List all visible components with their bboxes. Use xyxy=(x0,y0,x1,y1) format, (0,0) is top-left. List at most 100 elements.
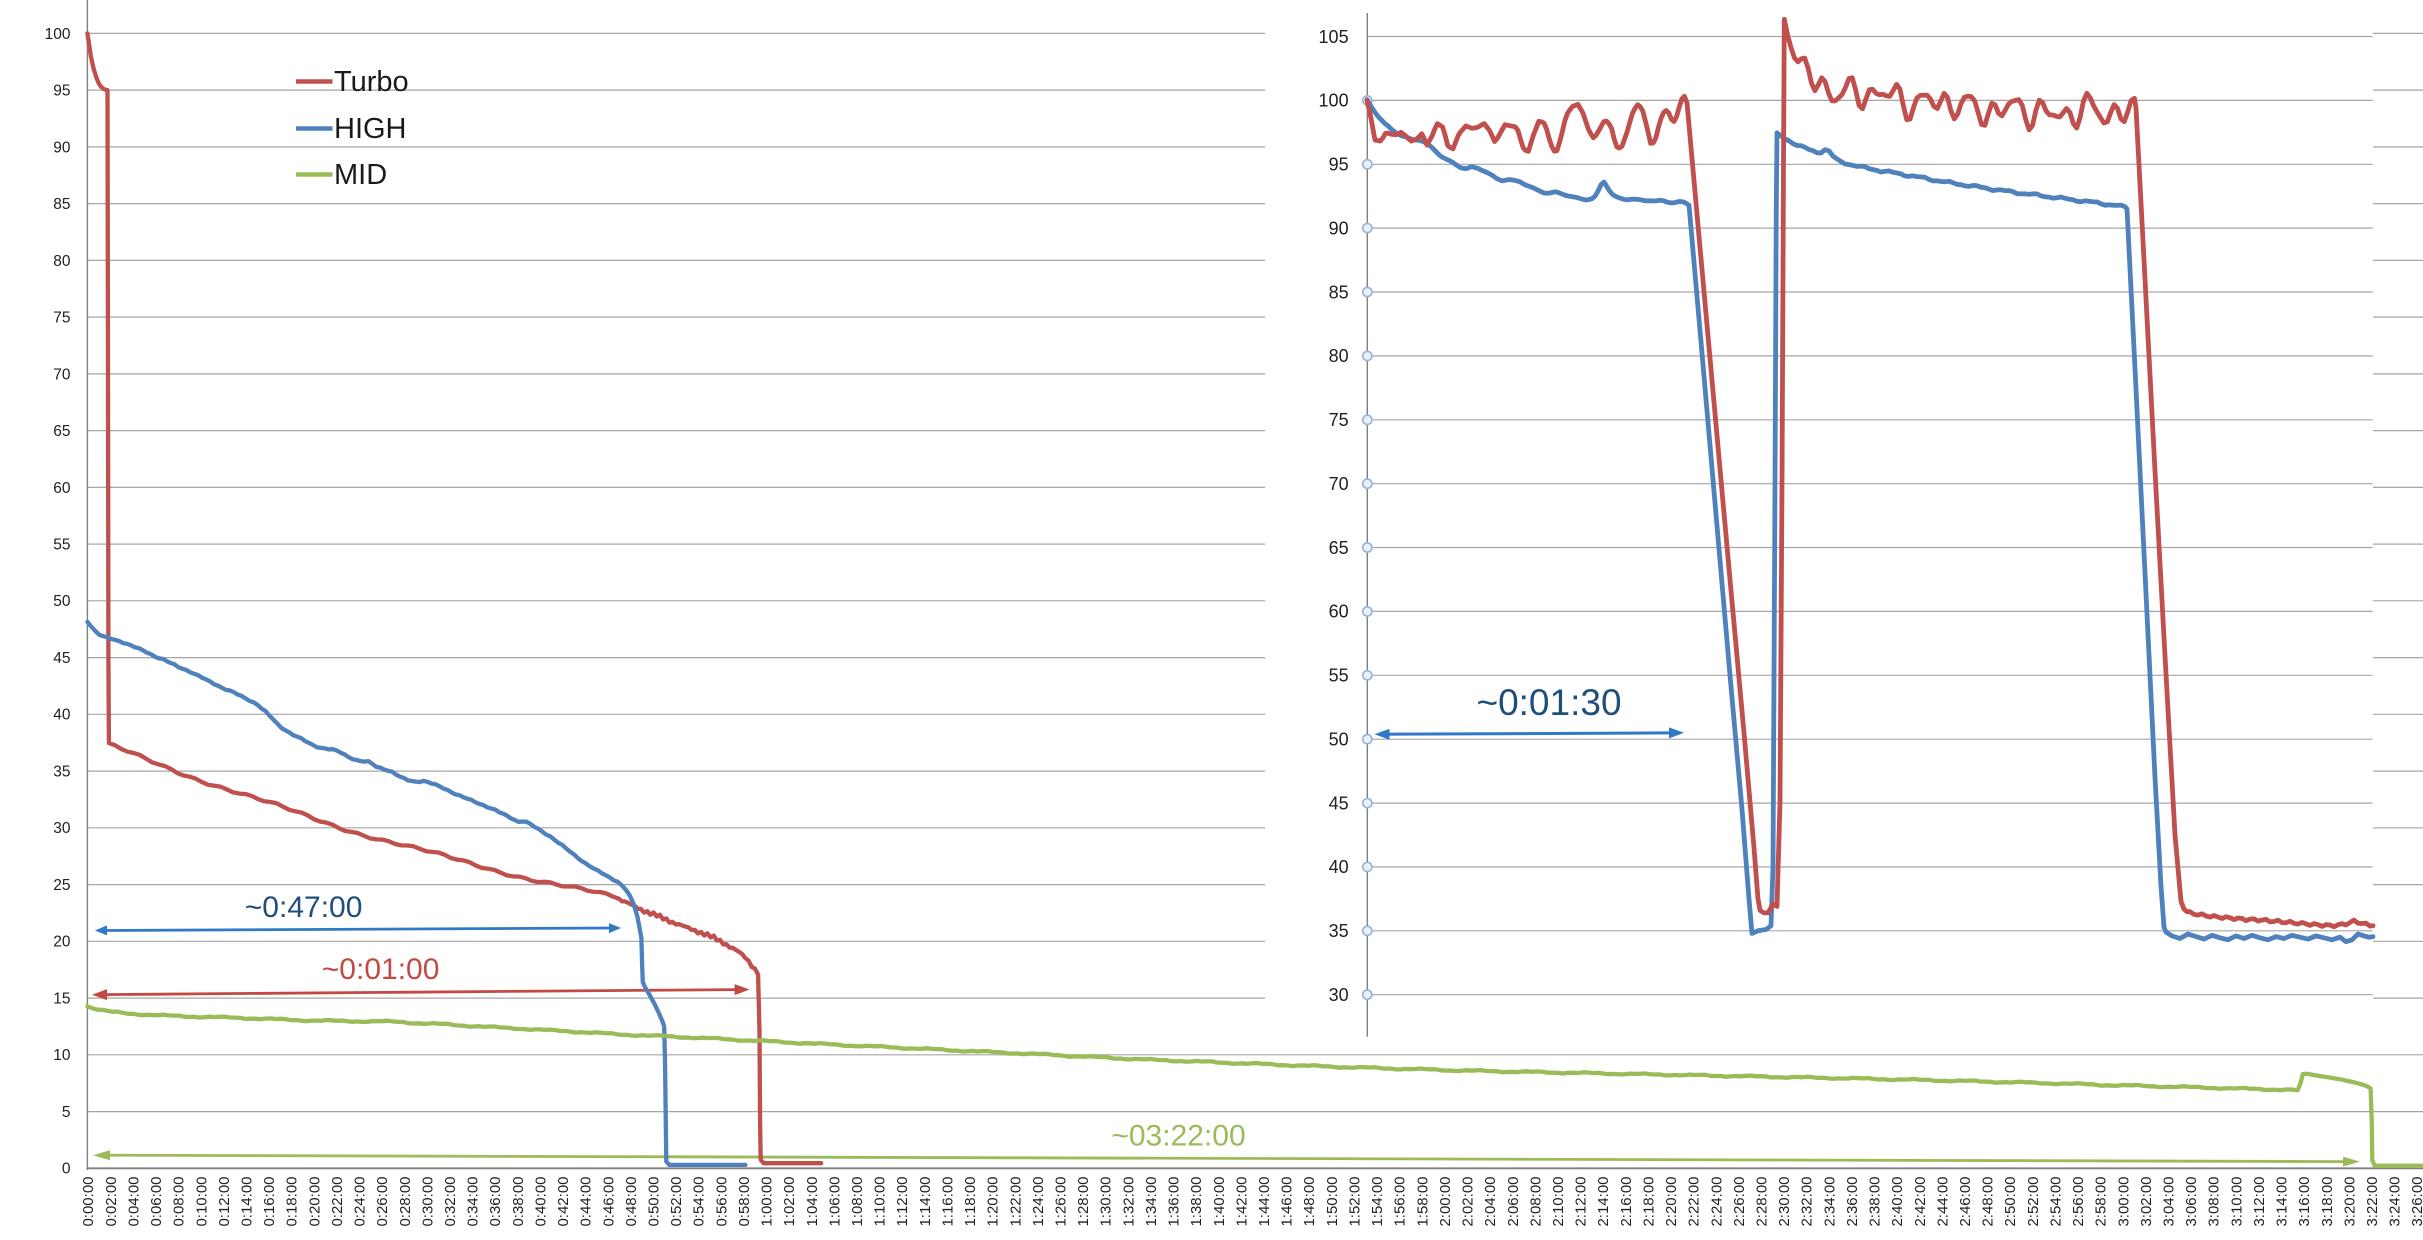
svg-text:0:26:00: 0:26:00 xyxy=(374,1177,391,1227)
svg-text:95: 95 xyxy=(53,83,70,100)
svg-text:3:00:00: 3:00:00 xyxy=(2115,1177,2132,1227)
svg-text:1:34:00: 1:34:00 xyxy=(1143,1177,1160,1227)
svg-text:85: 85 xyxy=(53,196,70,213)
svg-text:2:18:00: 2:18:00 xyxy=(1640,1177,1657,1227)
svg-text:30: 30 xyxy=(53,820,71,837)
svg-text:1:22:00: 1:22:00 xyxy=(1007,1177,1024,1227)
svg-text:2:08:00: 2:08:00 xyxy=(1527,1177,1544,1227)
svg-text:65: 65 xyxy=(1329,538,1349,558)
svg-text:45: 45 xyxy=(53,650,70,667)
svg-text:70: 70 xyxy=(53,366,71,383)
svg-text:2:42:00: 2:42:00 xyxy=(1912,1177,1929,1227)
svg-text:1:18:00: 1:18:00 xyxy=(962,1177,979,1227)
svg-text:0:12:00: 0:12:00 xyxy=(216,1177,233,1227)
svg-text:25: 25 xyxy=(53,877,70,894)
svg-text:~0:01:30: ~0:01:30 xyxy=(1476,682,1621,723)
svg-text:60: 60 xyxy=(1329,602,1349,622)
svg-text:0:56:00: 0:56:00 xyxy=(713,1177,730,1227)
svg-text:1:28:00: 1:28:00 xyxy=(1075,1177,1092,1227)
svg-text:1:10:00: 1:10:00 xyxy=(872,1177,889,1227)
svg-text:100: 100 xyxy=(45,26,71,43)
svg-text:MID: MID xyxy=(334,159,387,191)
svg-text:3:08:00: 3:08:00 xyxy=(2206,1177,2223,1227)
svg-text:80: 80 xyxy=(1329,346,1349,366)
svg-text:3:18:00: 3:18:00 xyxy=(2319,1177,2336,1227)
svg-text:0:06:00: 0:06:00 xyxy=(148,1177,165,1227)
svg-text:55: 55 xyxy=(53,537,70,554)
svg-text:0:38:00: 0:38:00 xyxy=(510,1177,527,1227)
svg-text:75: 75 xyxy=(1329,410,1349,430)
svg-text:3:06:00: 3:06:00 xyxy=(2183,1177,2200,1227)
svg-text:90: 90 xyxy=(53,139,71,156)
svg-text:3:26:00: 3:26:00 xyxy=(2409,1177,2423,1227)
svg-text:2:02:00: 2:02:00 xyxy=(1460,1177,1477,1227)
svg-text:1:16:00: 1:16:00 xyxy=(940,1177,957,1227)
svg-text:0: 0 xyxy=(62,1161,71,1178)
svg-text:90: 90 xyxy=(1329,218,1349,238)
svg-text:2:54:00: 2:54:00 xyxy=(2047,1177,2064,1227)
svg-text:HIGH: HIGH xyxy=(334,113,407,145)
svg-text:50: 50 xyxy=(1329,730,1349,750)
svg-text:0:22:00: 0:22:00 xyxy=(329,1177,346,1227)
svg-text:50: 50 xyxy=(53,593,71,610)
svg-text:~03:22:00: ~03:22:00 xyxy=(1111,1120,1245,1153)
svg-text:0:54:00: 0:54:00 xyxy=(691,1177,708,1227)
svg-text:1:04:00: 1:04:00 xyxy=(804,1177,821,1227)
svg-text:100: 100 xyxy=(1319,91,1349,111)
svg-text:0:58:00: 0:58:00 xyxy=(736,1177,753,1227)
svg-text:~0:47:00: ~0:47:00 xyxy=(245,891,363,924)
svg-text:5: 5 xyxy=(62,1104,71,1121)
svg-text:0:24:00: 0:24:00 xyxy=(352,1177,369,1227)
svg-text:0:36:00: 0:36:00 xyxy=(487,1177,504,1227)
svg-text:2:36:00: 2:36:00 xyxy=(1844,1177,1861,1227)
svg-text:0:46:00: 0:46:00 xyxy=(600,1177,617,1227)
svg-text:2:20:00: 2:20:00 xyxy=(1663,1177,1680,1227)
svg-text:2:26:00: 2:26:00 xyxy=(1731,1177,1748,1227)
svg-text:40: 40 xyxy=(1329,857,1349,877)
svg-text:0:16:00: 0:16:00 xyxy=(261,1177,278,1227)
svg-text:2:50:00: 2:50:00 xyxy=(2002,1177,2019,1227)
svg-text:1:36:00: 1:36:00 xyxy=(1166,1177,1183,1227)
svg-text:20: 20 xyxy=(53,934,71,951)
svg-text:1:00:00: 1:00:00 xyxy=(759,1177,776,1227)
svg-text:2:34:00: 2:34:00 xyxy=(1821,1177,1838,1227)
svg-text:0:20:00: 0:20:00 xyxy=(306,1177,323,1227)
svg-text:65: 65 xyxy=(53,423,70,440)
svg-text:2:46:00: 2:46:00 xyxy=(1957,1177,1974,1227)
svg-text:1:12:00: 1:12:00 xyxy=(894,1177,911,1227)
svg-text:15: 15 xyxy=(53,991,70,1008)
svg-text:75: 75 xyxy=(53,310,70,327)
svg-text:0:34:00: 0:34:00 xyxy=(465,1177,482,1227)
svg-text:55: 55 xyxy=(1329,666,1349,686)
svg-text:1:42:00: 1:42:00 xyxy=(1233,1177,1250,1227)
svg-text:2:22:00: 2:22:00 xyxy=(1686,1177,1703,1227)
svg-text:0:42:00: 0:42:00 xyxy=(555,1177,572,1227)
svg-text:2:56:00: 2:56:00 xyxy=(2070,1177,2087,1227)
svg-text:2:44:00: 2:44:00 xyxy=(1934,1177,1951,1227)
svg-text:0:52:00: 0:52:00 xyxy=(668,1177,685,1227)
svg-text:2:00:00: 2:00:00 xyxy=(1437,1177,1454,1227)
svg-text:3:14:00: 3:14:00 xyxy=(2274,1177,2291,1227)
svg-text:2:06:00: 2:06:00 xyxy=(1505,1177,1522,1227)
svg-text:3:10:00: 3:10:00 xyxy=(2228,1177,2245,1227)
svg-text:3:22:00: 3:22:00 xyxy=(2364,1177,2381,1227)
svg-text:2:28:00: 2:28:00 xyxy=(1754,1177,1771,1227)
svg-text:0:32:00: 0:32:00 xyxy=(442,1177,459,1227)
svg-text:2:32:00: 2:32:00 xyxy=(1799,1177,1816,1227)
svg-text:0:30:00: 0:30:00 xyxy=(419,1177,436,1227)
svg-text:0:08:00: 0:08:00 xyxy=(171,1177,188,1227)
svg-text:1:20:00: 1:20:00 xyxy=(985,1177,1002,1227)
svg-text:1:30:00: 1:30:00 xyxy=(1098,1177,1115,1227)
svg-text:3:16:00: 3:16:00 xyxy=(2296,1177,2313,1227)
svg-text:1:44:00: 1:44:00 xyxy=(1256,1177,1273,1227)
svg-text:0:50:00: 0:50:00 xyxy=(646,1177,663,1227)
svg-text:40: 40 xyxy=(53,707,71,724)
svg-text:0:02:00: 0:02:00 xyxy=(103,1177,120,1227)
svg-text:0:28:00: 0:28:00 xyxy=(397,1177,414,1227)
svg-text:1:32:00: 1:32:00 xyxy=(1120,1177,1137,1227)
svg-text:~0:01:00: ~0:01:00 xyxy=(322,953,440,986)
svg-text:1:26:00: 1:26:00 xyxy=(1053,1177,1070,1227)
svg-text:2:16:00: 2:16:00 xyxy=(1618,1177,1635,1227)
svg-text:0:40:00: 0:40:00 xyxy=(532,1177,549,1227)
svg-text:1:50:00: 1:50:00 xyxy=(1324,1177,1341,1227)
